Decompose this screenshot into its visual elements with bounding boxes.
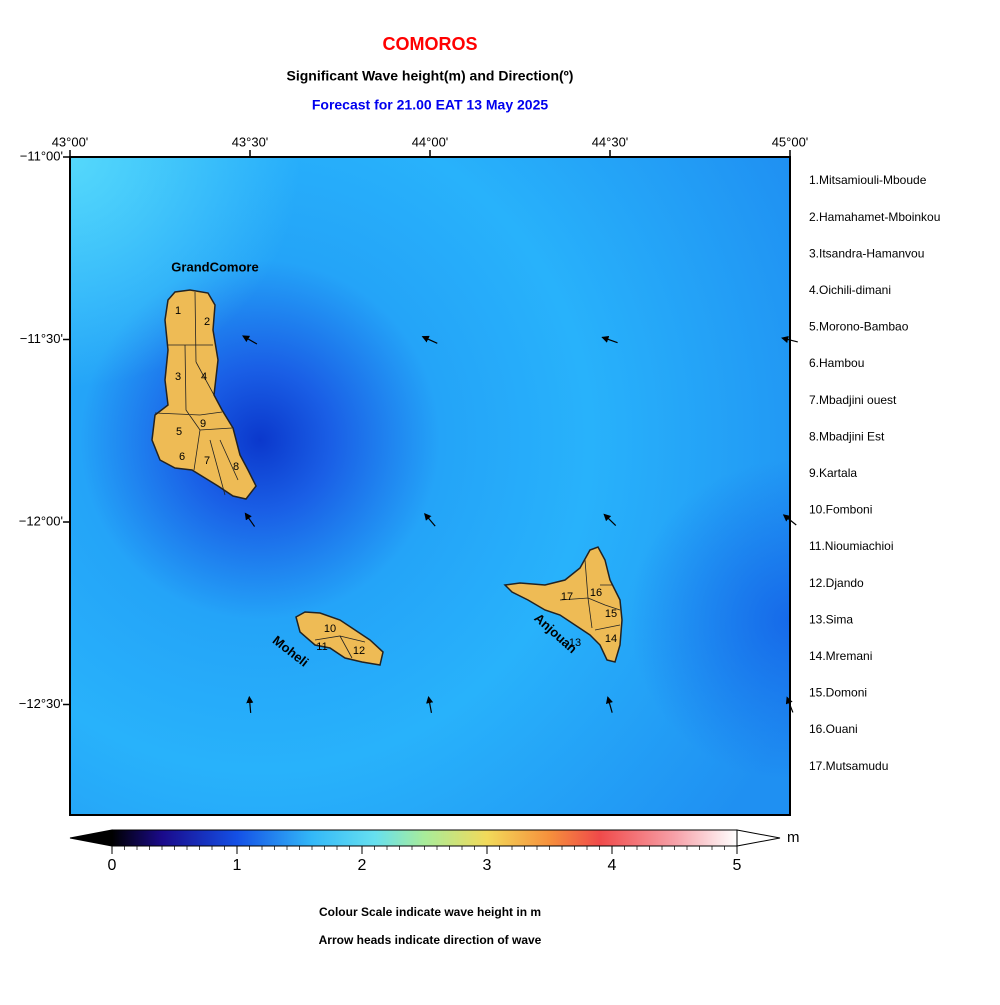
legend-entry: 9.Kartala — [809, 466, 857, 480]
legend-entry: 5.Morono-Bambao — [809, 320, 909, 334]
legend-entry: 2.Hamahamet-Mboinkou — [809, 210, 940, 224]
legend-entry: 6.Hambou — [809, 356, 864, 370]
note: Colour Scale indicate wave height in m — [319, 905, 541, 919]
wave-arrow — [781, 336, 798, 344]
region-number: 17 — [561, 591, 573, 603]
island — [151, 289, 257, 500]
region-number: 4 — [201, 371, 207, 383]
sea-shade — [70, 157, 790, 815]
region-number: 7 — [204, 455, 210, 467]
region-number: 11 — [316, 641, 327, 653]
legend-entry: 13.Sima — [809, 612, 853, 626]
subtitle: Significant Wave height(m) and Direction… — [287, 68, 574, 84]
region-number: 16 — [590, 587, 602, 599]
colorbar — [111, 829, 738, 847]
colorbar-label: 2 — [358, 857, 367, 874]
lon-label: 43°00' — [52, 134, 89, 149]
legend-entry: 4.Oichili-dimani — [809, 283, 891, 297]
wave-arrow — [785, 696, 794, 713]
wave-arrow — [782, 514, 797, 526]
forecast-time: Forecast for 21.00 EAT 13 May 2025 — [312, 97, 549, 113]
wave-arrow — [426, 695, 434, 713]
lon-label: 43°30' — [232, 134, 269, 149]
wave-arrow — [244, 512, 256, 527]
colorbar-label: 5 — [733, 857, 742, 874]
region-number: 3 — [175, 371, 181, 383]
lat-label: −12°00' — [19, 513, 63, 528]
legend-entry: 12.Djando — [809, 576, 864, 590]
lat-label: −12°30' — [19, 696, 63, 711]
lon-label: 45°00' — [772, 134, 809, 149]
legend-entry: 14.Mremani — [809, 649, 872, 663]
colorbar-label: 1 — [233, 857, 242, 874]
region-border — [154, 291, 239, 496]
wave-arrow — [601, 335, 618, 344]
wave-arrows — [242, 335, 798, 714]
island-label: GrandComore — [171, 259, 258, 274]
lat-label: −11°30' — [20, 331, 63, 346]
region-number: 6 — [179, 451, 185, 463]
region-number: 5 — [176, 426, 182, 438]
lat-label: −11°00' — [20, 148, 63, 163]
colorbar-unit: m — [787, 829, 800, 846]
region-number: 2 — [204, 316, 210, 328]
wave-arrow — [603, 513, 617, 527]
legend-entry: 8.Mbadjini Est — [809, 429, 885, 443]
wave-arrow — [421, 335, 438, 344]
region-number: 8 — [233, 461, 239, 473]
region-border — [559, 559, 621, 631]
region-number: 15 — [605, 608, 617, 620]
map-area: GrandComore Moheli Anjouan — [69, 156, 791, 816]
lon-label: 44°00' — [412, 134, 449, 149]
legend-entry: 15.Domoni — [809, 686, 867, 700]
legend-entry: 17.Mutsamudu — [809, 759, 888, 773]
legend-entry: 7.Mbadjini ouest — [809, 393, 897, 407]
legend-entry: 1.Mitsamiouli-Mboude — [809, 173, 927, 187]
lon-label: 44°30' — [592, 134, 629, 149]
wave-arrow — [242, 335, 258, 345]
colorbar-label: 3 — [483, 857, 492, 874]
title: COMOROS — [382, 34, 477, 54]
region-number: 9 — [200, 418, 206, 430]
region-number: 13 — [569, 637, 581, 649]
island — [503, 546, 623, 663]
region-number: 1 — [175, 305, 181, 317]
island — [295, 611, 384, 666]
note: Arrow heads indicate direction of wave — [319, 933, 542, 947]
region-number: 14 — [605, 633, 617, 645]
region-number: 10 — [324, 623, 336, 635]
legend-entry: 11.Nioumiachioi — [809, 539, 894, 553]
colorbar-label: 0 — [108, 857, 117, 874]
wave-arrow — [424, 512, 436, 527]
colorbar-high — [736, 829, 781, 847]
legend-entry: 10.Fomboni — [809, 503, 872, 517]
region-border — [314, 635, 366, 659]
colorbar-label: 4 — [608, 857, 617, 874]
wave-arrow — [246, 695, 254, 714]
region-number: 12 — [353, 645, 365, 657]
legend-entry: 3.Itsandra-Hamanvou — [809, 246, 924, 260]
colorbar-low — [69, 829, 113, 847]
wave-arrow — [605, 696, 613, 713]
legend-entry: 16.Ouani — [809, 722, 858, 736]
